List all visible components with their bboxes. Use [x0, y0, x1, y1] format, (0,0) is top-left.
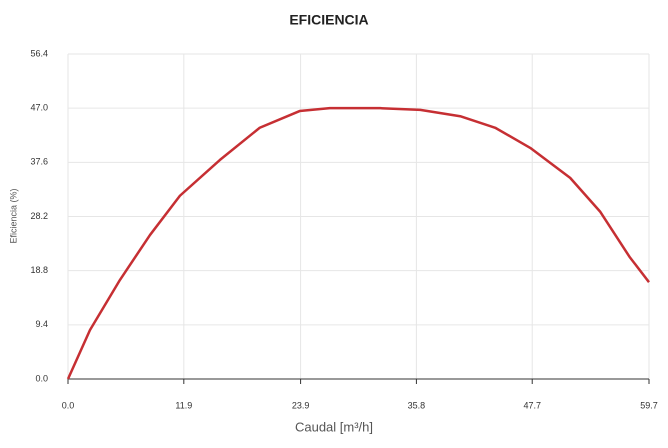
- chart-title: EFICIENCIA: [289, 12, 368, 28]
- line-series: [66, 106, 650, 380]
- y-tick-label: 28.2: [30, 211, 48, 221]
- x-tick-label: 35.8: [408, 400, 426, 410]
- x-tick-label: 11.9: [175, 400, 192, 410]
- x-axis-label: Caudal [m³/h]: [295, 419, 373, 434]
- y-axis-label: Eficiencia (%): [8, 188, 18, 243]
- y-tick-label: 9.4: [35, 319, 48, 329]
- x-tick-label: 0.0: [62, 400, 75, 410]
- x-tick-label: 59.7: [640, 400, 658, 410]
- y-tick-label: 56.4: [30, 48, 48, 58]
- y-tick-label: 37.6: [30, 157, 48, 167]
- y-tick-label: 0.0: [35, 373, 48, 383]
- x-tick-label: 47.7: [523, 400, 541, 410]
- x-tick-label: 23.9: [292, 400, 310, 410]
- y-tick-label: 18.8: [30, 265, 48, 275]
- y-tick-label: 47.0: [30, 103, 48, 113]
